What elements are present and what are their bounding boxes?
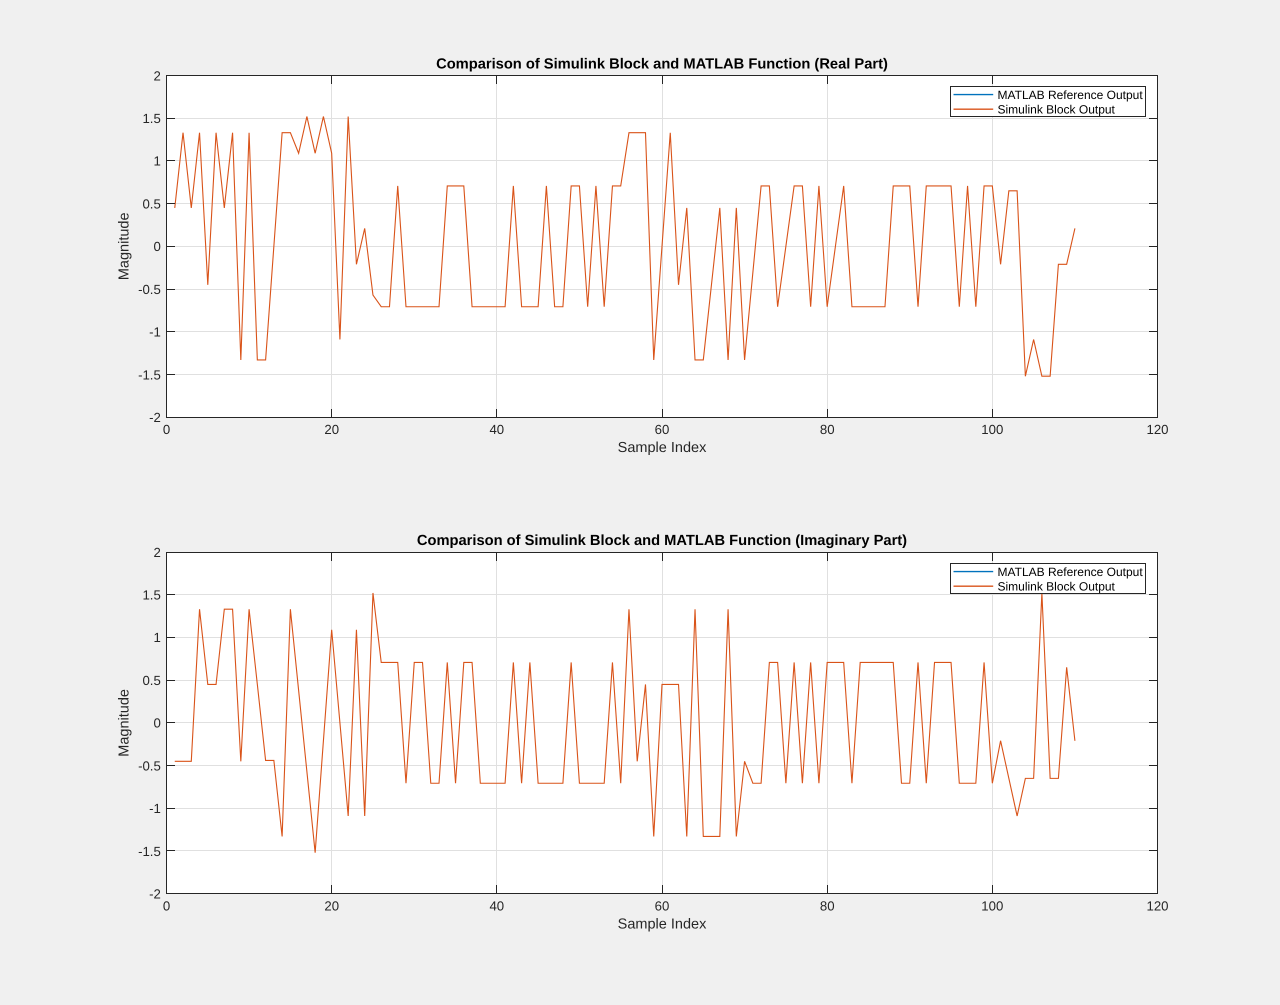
svg-text:Sample Index: Sample Index — [618, 440, 707, 456]
svg-text:0.5: 0.5 — [142, 196, 160, 211]
svg-text:-1.5: -1.5 — [138, 367, 161, 382]
svg-text:Simulink Block Output: Simulink Block Output — [998, 102, 1116, 116]
svg-text:2: 2 — [153, 545, 160, 560]
svg-text:-1.5: -1.5 — [138, 844, 161, 859]
svg-text:60: 60 — [655, 899, 670, 914]
svg-text:40: 40 — [489, 899, 504, 914]
svg-text:0: 0 — [153, 716, 160, 731]
svg-text:-2: -2 — [149, 887, 161, 902]
svg-text:20: 20 — [324, 899, 339, 914]
svg-text:-0.5: -0.5 — [138, 758, 161, 773]
svg-text:Sample Index: Sample Index — [618, 917, 707, 933]
svg-text:Comparison of Simulink Block a: Comparison of Simulink Block and MATLAB … — [436, 57, 888, 73]
svg-text:-2: -2 — [149, 410, 161, 425]
svg-text:20: 20 — [324, 422, 339, 437]
svg-text:60: 60 — [655, 422, 670, 437]
svg-text:1.5: 1.5 — [142, 111, 160, 126]
svg-text:-1: -1 — [149, 325, 161, 340]
svg-text:1.5: 1.5 — [142, 588, 160, 603]
svg-text:100: 100 — [981, 899, 1003, 914]
svg-text:1: 1 — [153, 154, 160, 169]
svg-text:80: 80 — [820, 422, 835, 437]
svg-text:-1: -1 — [149, 801, 161, 816]
svg-text:120: 120 — [1146, 422, 1168, 437]
svg-text:Magnitude: Magnitude — [117, 689, 133, 757]
svg-text:Simulink Block Output: Simulink Block Output — [998, 579, 1116, 593]
svg-text:1: 1 — [153, 630, 160, 645]
svg-text:40: 40 — [489, 422, 504, 437]
svg-text:0: 0 — [163, 899, 170, 914]
svg-text:MATLAB Reference Output: MATLAB Reference Output — [998, 565, 1144, 579]
svg-text:Comparison of Simulink Block a: Comparison of Simulink Block and MATLAB … — [417, 533, 907, 549]
svg-text:80: 80 — [820, 899, 835, 914]
svg-text:2: 2 — [153, 68, 160, 83]
svg-text:MATLAB Reference Output: MATLAB Reference Output — [998, 88, 1144, 102]
svg-text:120: 120 — [1146, 899, 1168, 914]
svg-text:-0.5: -0.5 — [138, 282, 161, 297]
svg-text:100: 100 — [981, 422, 1003, 437]
svg-text:0: 0 — [163, 422, 170, 437]
svg-text:Magnitude: Magnitude — [117, 212, 133, 280]
svg-text:0: 0 — [153, 239, 160, 254]
svg-text:0.5: 0.5 — [142, 673, 160, 688]
